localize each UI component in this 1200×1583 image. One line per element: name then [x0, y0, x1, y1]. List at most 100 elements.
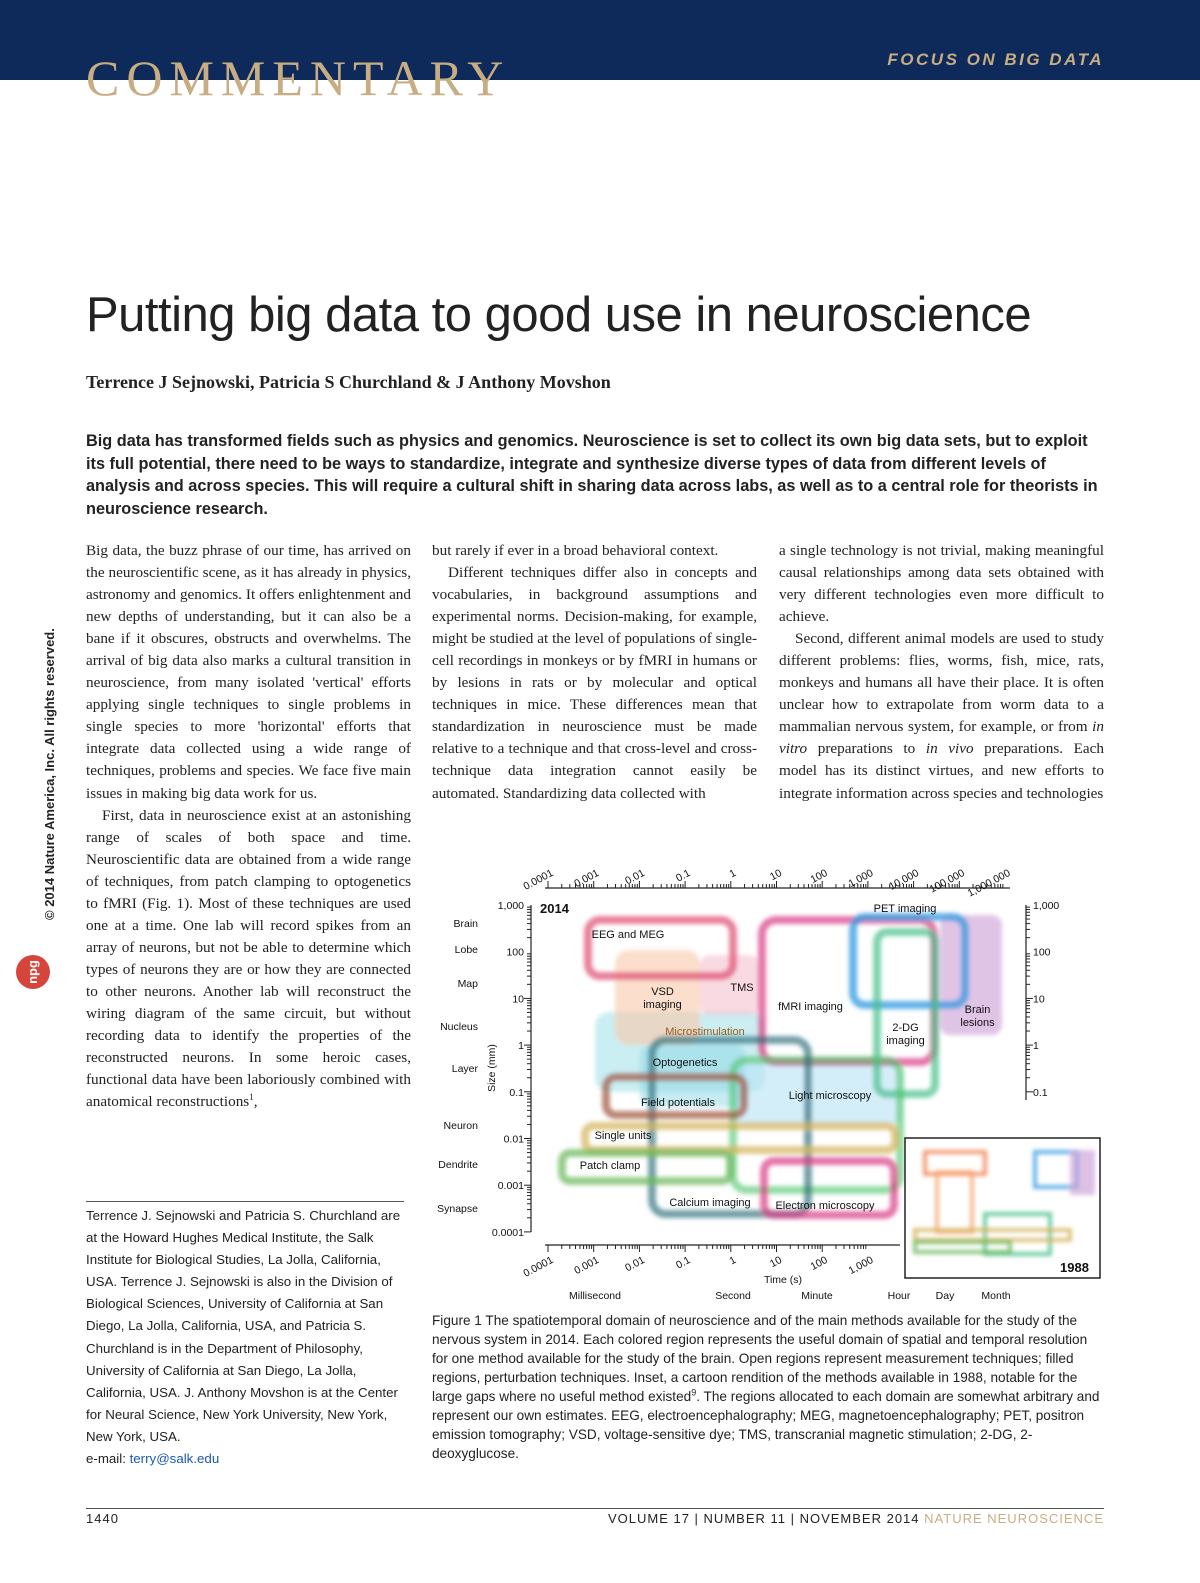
affiliation: Terrence J. Sejnowski and Patricia S. Ch…	[86, 1201, 404, 1470]
article-title: Putting big data to good use in neurosci…	[86, 288, 1032, 342]
y-tick-label: 10	[512, 993, 524, 1005]
text: First, data in neuroscience exist at an …	[86, 806, 411, 1111]
x-tick-label: 1	[727, 1254, 738, 1267]
x-tick-label: 0.0001	[521, 867, 555, 893]
email-label: e-mail:	[86, 1451, 130, 1467]
y-tick-label: 1	[518, 1040, 524, 1052]
rule	[86, 1508, 1104, 1509]
scale-label: Synapse	[437, 1203, 478, 1215]
text: The spatiotemporal domain of neuroscienc…	[432, 1313, 1088, 1404]
column: Big data, the buzz phrase of our time, h…	[86, 540, 411, 1113]
region	[873, 928, 939, 1098]
scale-label: Lobe	[455, 944, 479, 956]
region-label: Optogenetics	[652, 1057, 718, 1069]
paragraph: Big data, the buzz phrase of our time, h…	[86, 542, 411, 802]
region	[558, 1149, 734, 1185]
reference: 1	[249, 1092, 254, 1103]
region	[733, 1062, 903, 1124]
scale-label: Brain	[453, 918, 478, 930]
x-tick-label: 10	[768, 867, 784, 883]
x-tick-label: 100	[808, 867, 829, 886]
scale-label: Neuron	[444, 1120, 479, 1132]
paragraph: a single technology is not trivial, maki…	[779, 542, 1104, 626]
region	[1070, 1150, 1095, 1195]
y-tick-label: 1,000	[498, 900, 524, 912]
text: Second, different animal models are used…	[779, 630, 1104, 736]
scale-label: Dendrite	[438, 1159, 478, 1171]
y-tick-label: 1,000	[1033, 900, 1059, 912]
x-axis-label: Time (s)	[764, 1274, 802, 1286]
time-unit: Minute	[801, 1290, 833, 1302]
x-tick-label: 0.01	[623, 1254, 647, 1274]
paragraph: First, data in neuroscience exist at an …	[86, 805, 411, 1114]
y-tick-label: 100	[506, 947, 524, 959]
y-tick-label: 100	[1033, 947, 1051, 959]
reference: 9	[691, 1387, 697, 1398]
y-tick-label: 0.1	[509, 1087, 524, 1099]
region-label: Electron microscopy	[775, 1200, 875, 1212]
region-label: Single units	[594, 1130, 652, 1142]
scale-label: Layer	[452, 1063, 479, 1075]
region-label: fMRI imaging	[778, 1001, 843, 1013]
email[interactable]: terry@salk.edu	[129, 1451, 220, 1467]
region	[760, 1157, 898, 1219]
time-unit: Day	[936, 1290, 955, 1302]
text: in vitro	[779, 718, 1104, 758]
paragraph: but rarely if ever in a broad behavioral…	[432, 542, 719, 559]
section-label: COMMENTARY	[86, 50, 511, 106]
figure: 0.0001 0.001 0.01 0.1 1 10 100 1,000 10,000 100,0…	[437, 867, 1101, 1302]
header-band	[0, 0, 1200, 80]
year-label: 2014	[540, 901, 570, 916]
inset-year: 1988	[1060, 1260, 1089, 1275]
region-label: Field potentials	[641, 1097, 715, 1109]
region-label: Patch clamp	[579, 1160, 641, 1172]
x-tick-label: 0.1	[674, 1254, 693, 1272]
x-tick-label: 10	[768, 1254, 784, 1270]
y-tick-label: 0.001	[498, 1180, 524, 1192]
y-tick-label: 0.01	[504, 1134, 525, 1146]
x-tick-label: 0.001	[572, 1254, 601, 1277]
scale-label: Nucleus	[440, 1021, 478, 1033]
y-tick-label: 0.0001	[492, 1227, 524, 1239]
time-unit: Second	[715, 1290, 751, 1302]
time-unit: Millisecond	[569, 1290, 621, 1302]
inset-regions	[913, 1150, 1095, 1256]
y-axis-label: Size (mm)	[486, 1044, 498, 1092]
paragraph: Second, different animal models are used…	[779, 628, 1104, 804]
regions	[558, 913, 1002, 1219]
region	[849, 913, 969, 1009]
time-unit: Hour	[888, 1290, 911, 1302]
text: in vivo	[925, 740, 974, 758]
issue-info: VOLUME 17 | NUMBER 11 | NOVEMBER 2014	[607, 1511, 920, 1526]
region-label: Light microscopy	[788, 1090, 872, 1102]
region	[602, 1073, 748, 1119]
text: ,	[253, 1093, 258, 1111]
region-label: Brain lesions	[960, 1004, 995, 1029]
x-tick-label: 100	[808, 1254, 829, 1273]
x-tick-label: 1,000	[846, 1254, 875, 1277]
x-tick-label: 100,000	[928, 867, 967, 895]
x-tick-label: 1,000,000	[966, 867, 1013, 900]
y-tick-label: 0.1	[1033, 1087, 1048, 1099]
x-tick-label: 10,000	[887, 867, 921, 893]
time-unit: Month	[981, 1290, 1010, 1302]
region-label: TMS	[730, 982, 754, 994]
abstract: Big data has transformed fields such as …	[86, 432, 1098, 518]
authors: Terrence J Sejnowski, Patricia S Churchl…	[86, 372, 611, 392]
caption-label: Figure 1	[432, 1313, 482, 1328]
region-label: VSD imaging	[643, 986, 682, 1011]
copyright: © 2014 Nature America, Inc. All rights r…	[42, 628, 57, 920]
text: . The regions allocated to each domain a…	[432, 1389, 1100, 1461]
region	[913, 1240, 1012, 1254]
column: but rarely if ever in a broad behavioral…	[432, 540, 757, 805]
journal: NATURE NEUROSCIENCE	[924, 1511, 1104, 1526]
region	[581, 1122, 899, 1154]
caption: Figure 1 The spatiotemporal domain of ne…	[432, 1311, 1104, 1463]
region	[584, 916, 737, 980]
x-tick-label: 0.1	[674, 867, 693, 885]
text: preparations. Each model has its distinc…	[779, 740, 1104, 802]
region-label: Microstimulation	[665, 1026, 745, 1038]
region-label: EEG and MEG	[591, 929, 665, 941]
page-number: 1440	[86, 1511, 119, 1526]
